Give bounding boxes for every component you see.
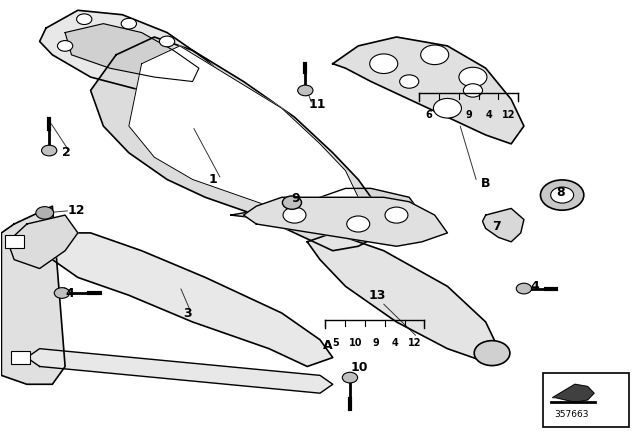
Text: 5: 5 xyxy=(332,337,339,348)
Circle shape xyxy=(282,196,301,209)
Circle shape xyxy=(42,145,57,156)
Text: 4: 4 xyxy=(486,111,492,121)
Text: 8: 8 xyxy=(556,186,564,199)
Circle shape xyxy=(433,99,461,118)
Circle shape xyxy=(459,67,487,87)
Text: B: B xyxy=(481,177,490,190)
Circle shape xyxy=(420,45,449,65)
Polygon shape xyxy=(333,37,524,144)
Polygon shape xyxy=(8,215,78,268)
Circle shape xyxy=(54,288,70,298)
Circle shape xyxy=(540,180,584,210)
Text: 9: 9 xyxy=(466,111,472,121)
Polygon shape xyxy=(244,197,447,246)
Text: 12: 12 xyxy=(408,337,422,348)
Bar xyxy=(11,351,30,364)
Text: 7: 7 xyxy=(492,220,501,233)
Bar xyxy=(4,235,24,249)
Text: 11: 11 xyxy=(308,98,326,111)
Circle shape xyxy=(159,36,175,47)
Circle shape xyxy=(36,207,54,219)
Text: 14: 14 xyxy=(464,73,482,86)
Polygon shape xyxy=(40,233,333,366)
Text: 1: 1 xyxy=(209,173,217,186)
Circle shape xyxy=(347,216,370,232)
Polygon shape xyxy=(552,384,594,402)
Circle shape xyxy=(298,85,313,96)
Polygon shape xyxy=(40,10,231,104)
Circle shape xyxy=(58,41,73,51)
Circle shape xyxy=(121,18,136,29)
FancyBboxPatch shape xyxy=(543,373,629,426)
Polygon shape xyxy=(65,24,199,82)
Text: 4: 4 xyxy=(392,337,399,348)
Polygon shape xyxy=(483,208,524,242)
Text: 12: 12 xyxy=(502,111,515,121)
Circle shape xyxy=(283,207,306,223)
Circle shape xyxy=(385,207,408,223)
Polygon shape xyxy=(1,206,65,384)
Polygon shape xyxy=(307,233,499,362)
Circle shape xyxy=(370,54,397,73)
Text: 9: 9 xyxy=(372,337,379,348)
Polygon shape xyxy=(91,37,384,251)
Text: 10: 10 xyxy=(443,111,456,121)
Circle shape xyxy=(463,84,483,97)
Polygon shape xyxy=(231,188,422,233)
Text: 4: 4 xyxy=(65,287,74,300)
Text: 12: 12 xyxy=(68,204,85,217)
Text: 4: 4 xyxy=(531,280,539,293)
Circle shape xyxy=(77,14,92,25)
Text: 6: 6 xyxy=(426,111,433,121)
Text: 9: 9 xyxy=(291,192,300,205)
Circle shape xyxy=(516,283,532,294)
Circle shape xyxy=(342,372,358,383)
Text: 10: 10 xyxy=(351,361,368,374)
Text: 10: 10 xyxy=(349,337,362,348)
Circle shape xyxy=(474,340,510,366)
Text: 3: 3 xyxy=(183,306,191,319)
Polygon shape xyxy=(129,46,358,224)
Text: A: A xyxy=(323,339,333,352)
Polygon shape xyxy=(27,349,333,393)
Text: 2: 2 xyxy=(62,146,70,159)
Circle shape xyxy=(399,75,419,88)
Text: 13: 13 xyxy=(369,289,386,302)
Circle shape xyxy=(550,187,573,203)
Text: 357663: 357663 xyxy=(554,410,589,419)
